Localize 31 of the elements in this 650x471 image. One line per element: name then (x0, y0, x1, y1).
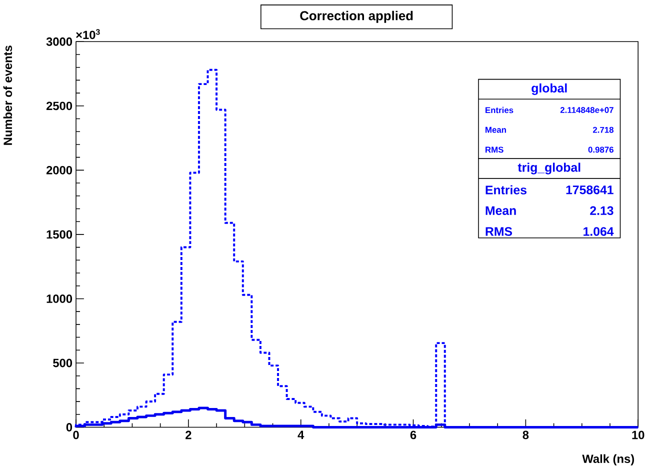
text: global (532, 83, 567, 96)
annotation: Mean (486, 206, 516, 216)
annotation: 1.064 (584, 227, 614, 236)
y-tick-label: 3000 (46, 37, 72, 46)
annotation: 2.114848e+07 (560, 107, 614, 114)
annotation: RMS (486, 227, 512, 236)
x-tick-label: 4 (298, 430, 304, 440)
y-tick-label: 2000 (46, 166, 72, 174)
annotation: Entries (486, 185, 526, 194)
x-tick-label: 8 (522, 430, 529, 440)
text: trig_global (518, 162, 580, 174)
x-tick-label: 6 (410, 430, 416, 440)
text: ×10$^{3}$ (76, 29, 100, 40)
annotation: Entries (486, 107, 514, 114)
annotation: 2.718 (592, 126, 614, 133)
annotation: RMS (486, 146, 504, 153)
annotation: 2.13 (590, 206, 614, 216)
annotation: 1758641 (566, 186, 614, 194)
annotation: 0.9876 (588, 146, 614, 153)
y-tick-label: 1000 (46, 294, 72, 303)
y-tick-label: 0 (66, 423, 72, 432)
x-axis-title: Walk (ns) (582, 454, 634, 466)
y-tick-label: 500 (53, 358, 72, 368)
annotation: Mean (486, 126, 506, 133)
x-tick-label: 0 (73, 430, 79, 440)
chart-title: Correction applied (300, 10, 413, 23)
x-tick-label: 2 (186, 430, 192, 440)
y-axis-title: Number of events (3, 46, 12, 145)
y-tick-label: 2500 (46, 102, 72, 110)
x-tick-label: 10 (632, 430, 644, 440)
y-tick-label: 1500 (46, 230, 72, 239)
